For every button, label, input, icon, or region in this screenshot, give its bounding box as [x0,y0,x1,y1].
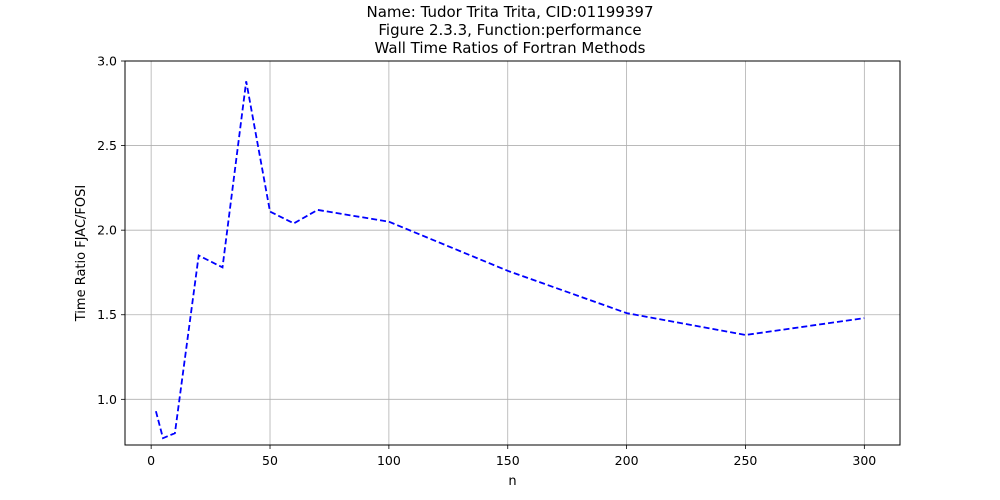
data-point [155,410,157,412]
series [155,80,865,440]
data-point [162,437,164,439]
data-point [174,432,176,434]
chart-title-line: Name: Tudor Trita Trita, CID:01199397 [367,3,654,21]
x-tick-label: 150 [496,453,520,468]
data-point [507,270,509,272]
y-tick-label: 2.0 [97,223,117,238]
x-tick-label: 200 [615,453,639,468]
x-tick-label: 0 [147,453,155,468]
plot-frame [124,60,901,446]
data-point [269,211,271,213]
data-point [222,266,224,268]
data-point [626,312,628,314]
y-tick-label: 1.5 [97,307,117,322]
data-point [293,222,295,224]
series-line [155,81,865,440]
data-point [745,334,747,336]
data-point [317,209,319,211]
x-axis-label: n [508,474,516,489]
x-tick-label: 50 [262,453,278,468]
data-point [863,317,865,319]
chart-title-line: Figure 2.3.3, Function:performance [378,21,641,39]
y-tick-label: 2.5 [97,138,117,153]
data-point [198,255,200,257]
data-point [245,80,247,82]
chart-title: Name: Tudor Trita Trita, CID:01199397Fig… [367,3,654,57]
x-axis: 0 50 100 150 200 250 300 [147,445,876,468]
y-axis: 1.0 1.5 2.0 2.5 3.0 [97,54,125,407]
x-tick-label: 100 [377,453,401,468]
y-axis-label: Time Ratio FJAC/FOSI [74,185,89,322]
x-tick-label: 250 [734,453,758,468]
y-tick-label: 1.0 [97,392,117,407]
y-tick-label: 3.0 [97,54,117,69]
x-tick-label: 300 [852,453,876,468]
chart-title-line: Wall Time Ratios of Fortran Methods [375,39,646,57]
data-point [388,221,390,223]
